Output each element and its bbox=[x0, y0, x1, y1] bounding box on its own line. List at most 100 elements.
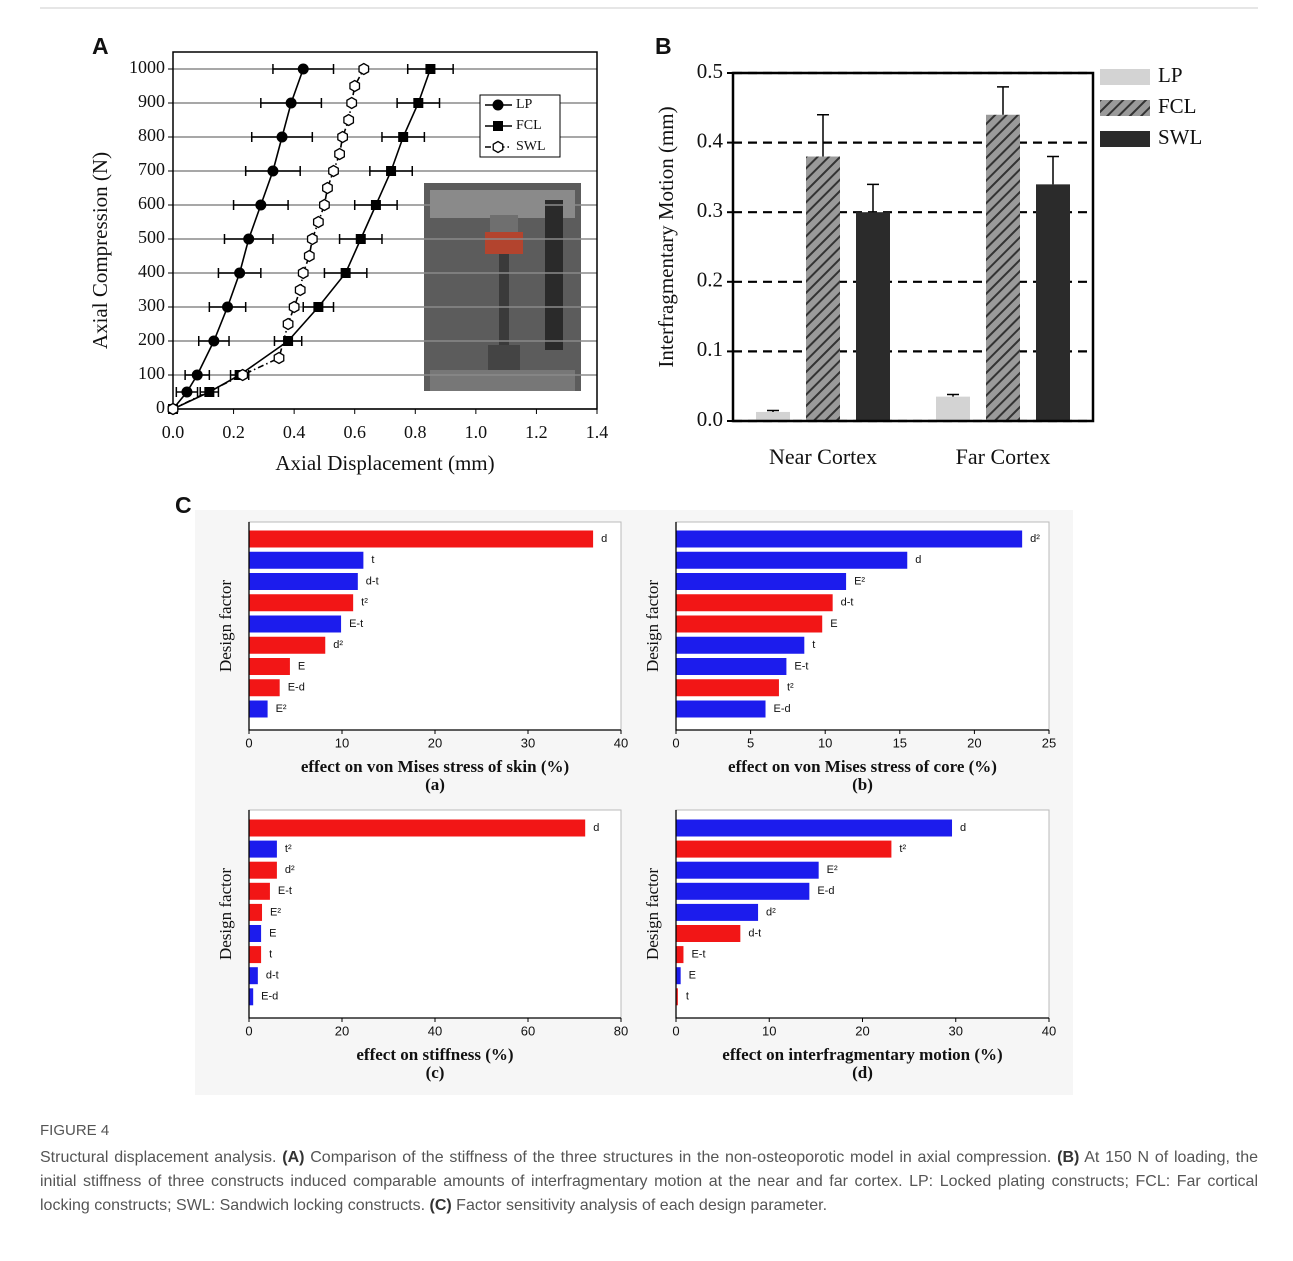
bar bbox=[676, 573, 847, 590]
bar bbox=[676, 946, 684, 964]
bar-label: E bbox=[298, 660, 305, 672]
x-tick-label: 20 bbox=[855, 1023, 869, 1038]
legend-label: FCL bbox=[1158, 94, 1197, 118]
marker bbox=[243, 233, 255, 245]
legend-label: LP bbox=[1158, 63, 1183, 87]
x-tick-label: 40 bbox=[1042, 1023, 1056, 1038]
bar bbox=[249, 882, 270, 900]
x-tick-label: 10 bbox=[335, 735, 349, 750]
bar bbox=[249, 840, 277, 858]
x-tick-label: 0.0 bbox=[162, 422, 185, 442]
marker bbox=[492, 99, 504, 111]
error-bar bbox=[947, 393, 959, 397]
bar bbox=[676, 840, 892, 858]
bar bbox=[676, 594, 833, 612]
marker bbox=[340, 268, 351, 278]
marker bbox=[319, 198, 330, 212]
x-tick-label: 0 bbox=[245, 735, 252, 750]
bar bbox=[936, 396, 970, 421]
error-bar bbox=[1047, 155, 1059, 185]
marker bbox=[328, 164, 339, 178]
axes bbox=[248, 810, 621, 1019]
marker bbox=[297, 63, 309, 75]
marker bbox=[370, 200, 381, 210]
bar bbox=[676, 700, 766, 718]
marker bbox=[355, 234, 366, 244]
marker bbox=[322, 181, 333, 195]
caption-segment: Structural displacement analysis. bbox=[40, 1149, 283, 1166]
bar bbox=[676, 925, 741, 942]
marker bbox=[337, 130, 349, 144]
x-tick-label: 20 bbox=[428, 735, 442, 750]
bar bbox=[676, 636, 805, 654]
x-tick-label: 0 bbox=[672, 735, 679, 750]
bar-label: E-d bbox=[261, 991, 278, 1003]
bar bbox=[249, 988, 254, 1006]
bar bbox=[249, 551, 364, 569]
bar bbox=[806, 156, 840, 421]
bar-label: E-t bbox=[278, 885, 292, 897]
marker bbox=[191, 369, 203, 381]
marker bbox=[288, 300, 300, 314]
legend-label: SWL bbox=[516, 139, 546, 154]
axes bbox=[248, 522, 621, 731]
bar bbox=[676, 615, 823, 633]
subplot-caption: (d) bbox=[852, 1063, 873, 1082]
bar bbox=[856, 212, 890, 421]
bar-label: d² bbox=[1030, 533, 1040, 545]
marker bbox=[285, 97, 297, 109]
x-tick-label: 15 bbox=[893, 735, 907, 750]
bar-label: t² bbox=[361, 597, 368, 609]
plot-frame bbox=[731, 71, 1095, 423]
x-axis-label: effect on stiffness (%) bbox=[356, 1045, 513, 1064]
y-tick-label: 0.5 bbox=[697, 59, 723, 83]
x-tick-label: Near Cortex bbox=[769, 444, 877, 469]
legend-swatch bbox=[1100, 131, 1150, 147]
bar bbox=[249, 573, 358, 590]
caption-segment: (C) bbox=[429, 1197, 452, 1214]
bar bbox=[249, 903, 263, 921]
marker bbox=[306, 232, 318, 246]
y-tick-label: 600 bbox=[138, 193, 165, 213]
x-tick-label: 1.0 bbox=[465, 422, 488, 442]
bar-label: t bbox=[269, 949, 272, 961]
bar-label: E² bbox=[270, 906, 281, 918]
bar-label: E bbox=[830, 618, 837, 630]
marker bbox=[425, 64, 436, 74]
x-tick-label: 20 bbox=[335, 1023, 349, 1038]
x-tick-label: 25 bbox=[1042, 735, 1056, 750]
x-axis-label: Axial Displacement (mm) bbox=[275, 451, 494, 475]
caption-segment: Comparison of the stiffness of the three… bbox=[304, 1149, 1058, 1166]
y-tick-label: 700 bbox=[138, 159, 165, 179]
marker bbox=[282, 317, 294, 331]
y-tick-label: 300 bbox=[138, 295, 165, 315]
marker bbox=[386, 166, 397, 176]
bar-label: t² bbox=[787, 682, 794, 694]
x-tick-label: 0 bbox=[672, 1023, 679, 1038]
panel-label: C bbox=[175, 492, 192, 518]
bar-label: t² bbox=[285, 843, 292, 855]
x-axis-label: effect on von Mises stress of skin (%) bbox=[301, 757, 569, 776]
bar-label: E-t bbox=[691, 949, 705, 961]
y-tick-label: 200 bbox=[138, 329, 165, 349]
x-tick-label: 5 bbox=[747, 735, 754, 750]
subplot-caption: (b) bbox=[852, 775, 873, 794]
marker bbox=[313, 302, 324, 312]
marker bbox=[181, 386, 193, 398]
bar-label: d bbox=[960, 822, 966, 834]
subplot-caption: (a) bbox=[425, 775, 445, 794]
marker bbox=[283, 336, 294, 346]
y-axis-label: Design factor bbox=[216, 580, 235, 672]
x-tick-label: 0 bbox=[245, 1023, 252, 1038]
bar bbox=[676, 861, 819, 879]
y-tick-label: 0.1 bbox=[697, 337, 723, 361]
y-tick-label: 800 bbox=[138, 125, 165, 145]
panel-label: A bbox=[92, 33, 109, 59]
bar-label: E² bbox=[827, 864, 838, 876]
bar-label: t bbox=[686, 991, 689, 1003]
y-axis-label: Design factor bbox=[643, 868, 662, 960]
bar bbox=[249, 967, 258, 985]
y-axis-label: Design factor bbox=[643, 580, 662, 672]
x-tick-label: 60 bbox=[521, 1023, 535, 1038]
